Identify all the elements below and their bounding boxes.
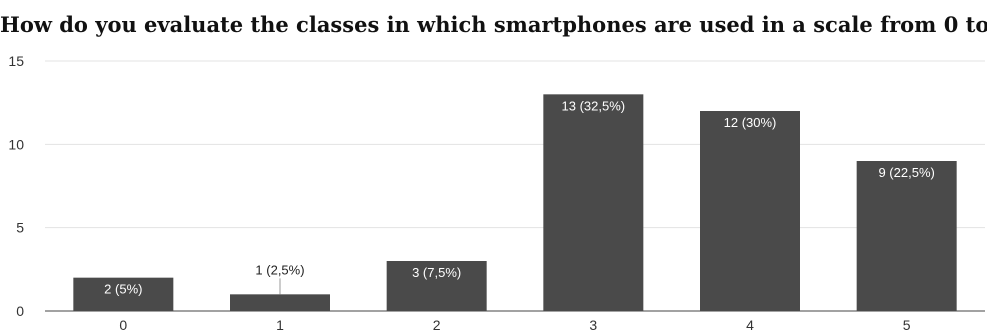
data-label: 12 (30%) bbox=[724, 115, 777, 130]
gridlines bbox=[45, 60, 985, 312]
bar-3 bbox=[543, 94, 644, 311]
y-axis-ticks: 0 5 10 15 bbox=[8, 53, 24, 319]
x-tick-label: 3 bbox=[589, 317, 597, 333]
bar-4 bbox=[700, 111, 800, 311]
x-tick-label: 1 bbox=[276, 317, 284, 333]
y-tick-label: 0 bbox=[16, 303, 24, 319]
x-tick-label: 0 bbox=[119, 317, 127, 333]
x-axis-ticks: 0 1 2 3 4 5 bbox=[119, 317, 910, 333]
bar-0 bbox=[73, 277, 174, 311]
data-label: 2 (5%) bbox=[104, 282, 142, 297]
bar-1 bbox=[230, 294, 330, 311]
y-tick-label: 10 bbox=[8, 136, 24, 152]
x-tick-label: 2 bbox=[433, 317, 441, 333]
bar-2 bbox=[386, 261, 487, 311]
data-label: 1 (2,5%) bbox=[255, 262, 304, 277]
y-tick-label: 15 bbox=[8, 53, 24, 69]
bar-5 bbox=[856, 161, 957, 311]
x-tick-label: 4 bbox=[746, 317, 754, 333]
y-tick-label: 5 bbox=[16, 220, 24, 236]
data-label: 13 (32,5%) bbox=[562, 98, 626, 113]
data-label: 9 (22,5%) bbox=[878, 165, 934, 180]
x-tick-label: 5 bbox=[903, 317, 911, 333]
chart-title: How do you evaluate the classes in which… bbox=[0, 12, 987, 37]
bars: 2 (5%) 1 (2,5%) 3 (7,5%) 13 (32,5%) 12 (30%)… bbox=[73, 94, 957, 311]
data-label: 3 (7,5%) bbox=[412, 265, 461, 280]
